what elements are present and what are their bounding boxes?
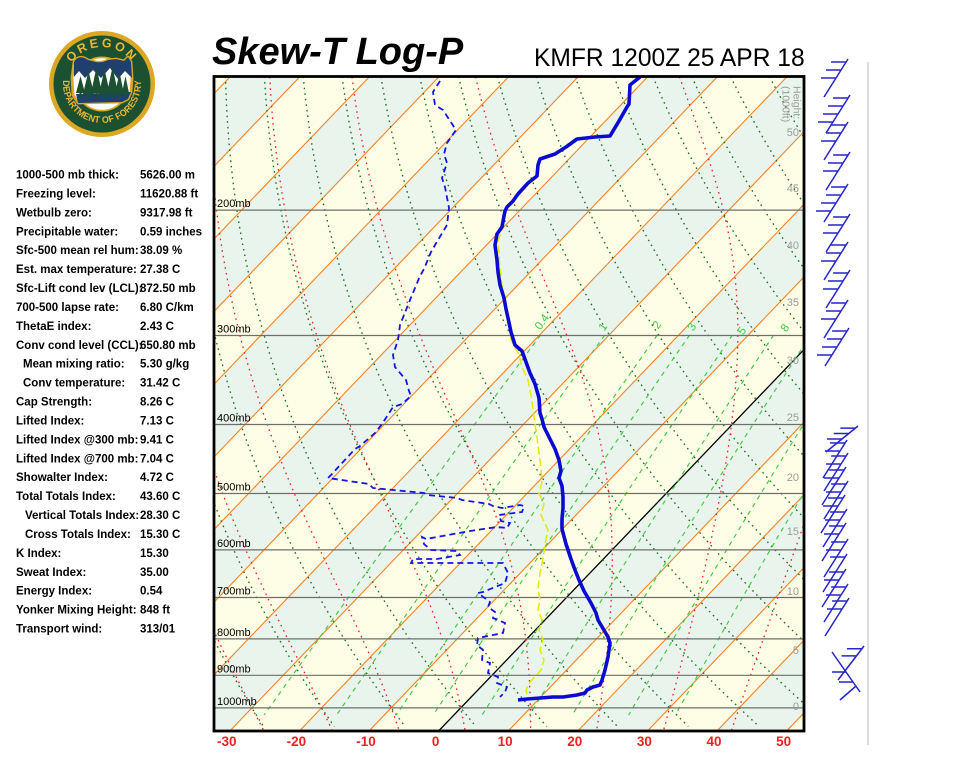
svg-text:0.54: 0.54 (140, 586, 163, 598)
svg-text:25: 25 (787, 412, 799, 424)
svg-text:15.30: 15.30 (140, 548, 169, 560)
svg-text:28.30 C: 28.30 C (140, 510, 180, 522)
svg-text:43.60 C: 43.60 C (140, 491, 180, 503)
svg-text:ThetaE index:: ThetaE index: (16, 321, 91, 333)
svg-text:650.80 mb: 650.80 mb (140, 340, 196, 352)
svg-text:40: 40 (706, 734, 721, 749)
svg-text:Height:: Height: (791, 86, 803, 119)
svg-text:9.41 C: 9.41 C (140, 434, 174, 446)
svg-text:7.13 C: 7.13 C (140, 416, 174, 428)
svg-text:10: 10 (787, 586, 799, 598)
svg-text:Lifted Index:: Lifted Index: (16, 416, 84, 428)
svg-text:Precipitable water:: Precipitable water: (16, 226, 118, 238)
svg-text:Sfc-500 mean rel hum:: Sfc-500 mean rel hum: (16, 245, 139, 257)
svg-text:50: 50 (776, 734, 791, 749)
svg-text:Showalter Index:: Showalter Index: (16, 472, 108, 484)
svg-text:40: 40 (787, 240, 799, 252)
svg-text:313/01: 313/01 (140, 624, 176, 636)
svg-text:1000mb: 1000mb (217, 696, 257, 708)
svg-text:Mean mixing ratio:: Mean mixing ratio: (23, 359, 125, 371)
svg-text:Sweat Index:: Sweat Index: (16, 567, 86, 579)
svg-text:-10: -10 (356, 734, 376, 749)
svg-text:848 ft: 848 ft (140, 605, 170, 617)
svg-text:Est. max temperature:: Est. max temperature: (16, 264, 137, 276)
svg-text:Conv cond level (CCL):: Conv cond level (CCL): (16, 340, 143, 352)
svg-text:1000-500 mb thick:: 1000-500 mb thick: (16, 170, 119, 182)
svg-text:45: 45 (787, 183, 799, 195)
svg-text:20: 20 (567, 734, 582, 749)
svg-text:Cross Totals Index:: Cross Totals Index: (25, 529, 131, 541)
svg-text:Vertical Totals Index:: Vertical Totals Index: (25, 510, 139, 522)
svg-text:5: 5 (793, 645, 799, 657)
svg-text:400mb: 400mb (217, 413, 251, 425)
svg-text:700-500 lapse rate:: 700-500 lapse rate: (16, 302, 119, 314)
svg-text:6.80 C/km: 6.80 C/km (140, 302, 194, 314)
svg-text:7.04 C: 7.04 C (140, 453, 174, 465)
svg-text:Energy Index:: Energy Index: (16, 586, 92, 598)
svg-text:27.38 C: 27.38 C (140, 264, 180, 276)
svg-text:Lifted Index @700 mb:: Lifted Index @700 mb: (16, 453, 138, 465)
svg-text:200mb: 200mb (217, 198, 251, 210)
svg-text:5626.00 m: 5626.00 m (140, 170, 195, 182)
svg-text:50: 50 (787, 127, 799, 139)
svg-text:15: 15 (787, 526, 799, 538)
svg-text:-20: -20 (287, 734, 307, 749)
svg-text:Conv temperature:: Conv temperature: (23, 378, 125, 390)
svg-text:Sfc-Lift cond lev (LCL):: Sfc-Lift cond lev (LCL): (16, 283, 143, 295)
svg-text:800mb: 800mb (217, 627, 251, 639)
svg-text:Total Totals Index:: Total Totals Index: (16, 491, 116, 503)
svg-text:15.30 C: 15.30 C (140, 529, 180, 541)
svg-text:K Index:: K Index: (16, 548, 61, 560)
svg-text:Skew-T Log-P: Skew-T Log-P (212, 31, 464, 73)
svg-text:0: 0 (793, 701, 799, 713)
svg-text:900mb: 900mb (217, 663, 251, 675)
svg-text:Wetbulb zero:: Wetbulb zero: (16, 207, 92, 219)
svg-text:8.26 C: 8.26 C (140, 397, 174, 409)
svg-text:500mb: 500mb (217, 482, 251, 494)
svg-text:0: 0 (432, 734, 440, 749)
svg-text:600mb: 600mb (217, 538, 251, 550)
svg-text:0.59 inches: 0.59 inches (140, 226, 202, 238)
svg-text:30: 30 (637, 734, 652, 749)
svg-text:5.30 g/kg: 5.30 g/kg (140, 359, 189, 371)
svg-text:9317.98 ft: 9317.98 ft (140, 207, 193, 219)
svg-text:Yonker Mixing Height:: Yonker Mixing Height: (16, 605, 137, 617)
svg-text:KMFR 1200Z 25 APR 18: KMFR 1200Z 25 APR 18 (534, 45, 805, 72)
svg-text:20: 20 (787, 472, 799, 484)
svg-text:38.09 %: 38.09 % (140, 245, 182, 257)
svg-text:(1000ft): (1000ft) (780, 86, 792, 122)
svg-text:300mb: 300mb (217, 324, 251, 336)
svg-text:700mb: 700mb (217, 586, 251, 598)
svg-text:Lifted Index @300 mb:: Lifted Index @300 mb: (16, 434, 138, 446)
svg-text:Cap Strength:: Cap Strength: (16, 397, 92, 409)
svg-text:Freezing level:: Freezing level: (16, 188, 96, 200)
svg-text:10: 10 (498, 734, 513, 749)
svg-text:11620.88 ft: 11620.88 ft (140, 188, 198, 200)
svg-text:30: 30 (787, 355, 799, 367)
svg-text:Transport wind:: Transport wind: (16, 624, 102, 636)
svg-text:872.50 mb: 872.50 mb (140, 283, 196, 295)
svg-text:35.00: 35.00 (140, 567, 169, 579)
svg-text:4.72 C: 4.72 C (140, 472, 174, 484)
svg-text:-30: -30 (217, 734, 237, 749)
svg-text:2.43 C: 2.43 C (140, 321, 174, 333)
svg-text:35: 35 (787, 297, 799, 309)
svg-text:31.42 C: 31.42 C (140, 378, 180, 390)
